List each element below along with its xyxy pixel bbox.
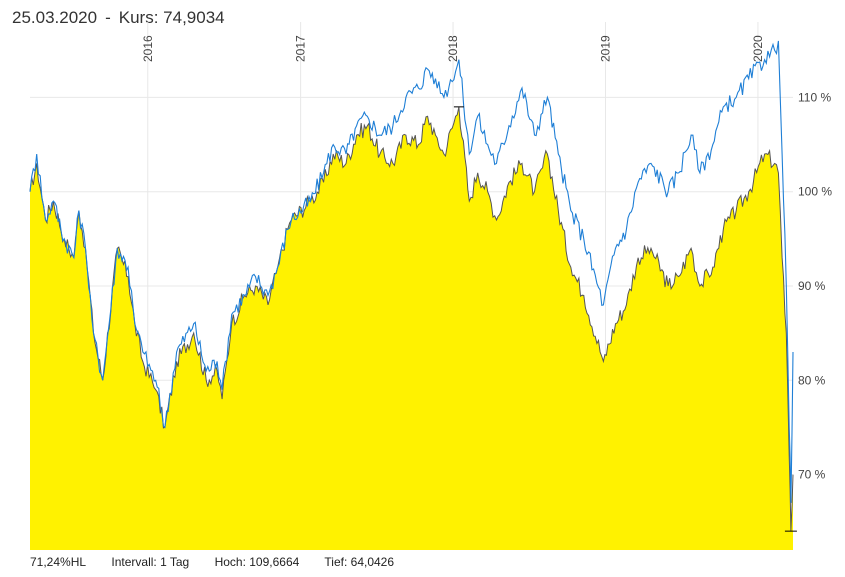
y-tick-label-4: 110 % xyxy=(798,90,831,104)
comparison-line-series xyxy=(29,40,794,503)
y-tick-label-1: 80 % xyxy=(798,373,826,387)
area-fill-series xyxy=(30,106,793,551)
header-separator: - xyxy=(105,8,111,27)
footer-high: Hoch: 109,6664 xyxy=(214,555,300,569)
line-layer xyxy=(29,40,794,532)
y-tick-label-0: 70 % xyxy=(798,468,826,482)
y-tick-layer: 70 % 80 % 90 % 100 % 110 % xyxy=(798,90,832,481)
chart-footer: 71,24%HL Intervall: 1 Tag Hoch: 109,6664… xyxy=(30,555,416,569)
area-layer xyxy=(30,106,793,551)
footer-hl: 71,24%HL xyxy=(30,555,87,569)
header-price: Kurs: 74,9034 xyxy=(118,8,225,27)
x-tick-label-0: 2016 xyxy=(141,35,155,62)
y-tick-label-3: 100 % xyxy=(798,185,832,199)
area-outline-series xyxy=(29,106,794,532)
x-tick-layer: 2016 2017 2018 2019 2020 xyxy=(141,35,765,62)
marker-layer xyxy=(453,106,797,532)
chart-header: 25.03.2020- Kurs: 74,9034 xyxy=(12,8,225,28)
x-tick-label-4: 2020 xyxy=(751,35,765,62)
header-date: 25.03.2020 xyxy=(12,8,98,27)
y-tick-label-2: 90 % xyxy=(798,279,826,293)
x-tick-label-3: 2019 xyxy=(598,35,612,62)
footer-low: Tief: 64,0426 xyxy=(324,555,395,569)
x-tick-label-1: 2017 xyxy=(294,35,308,62)
footer-interval: Intervall: 1 Tag xyxy=(111,555,190,569)
x-tick-label-2: 2018 xyxy=(446,35,460,62)
